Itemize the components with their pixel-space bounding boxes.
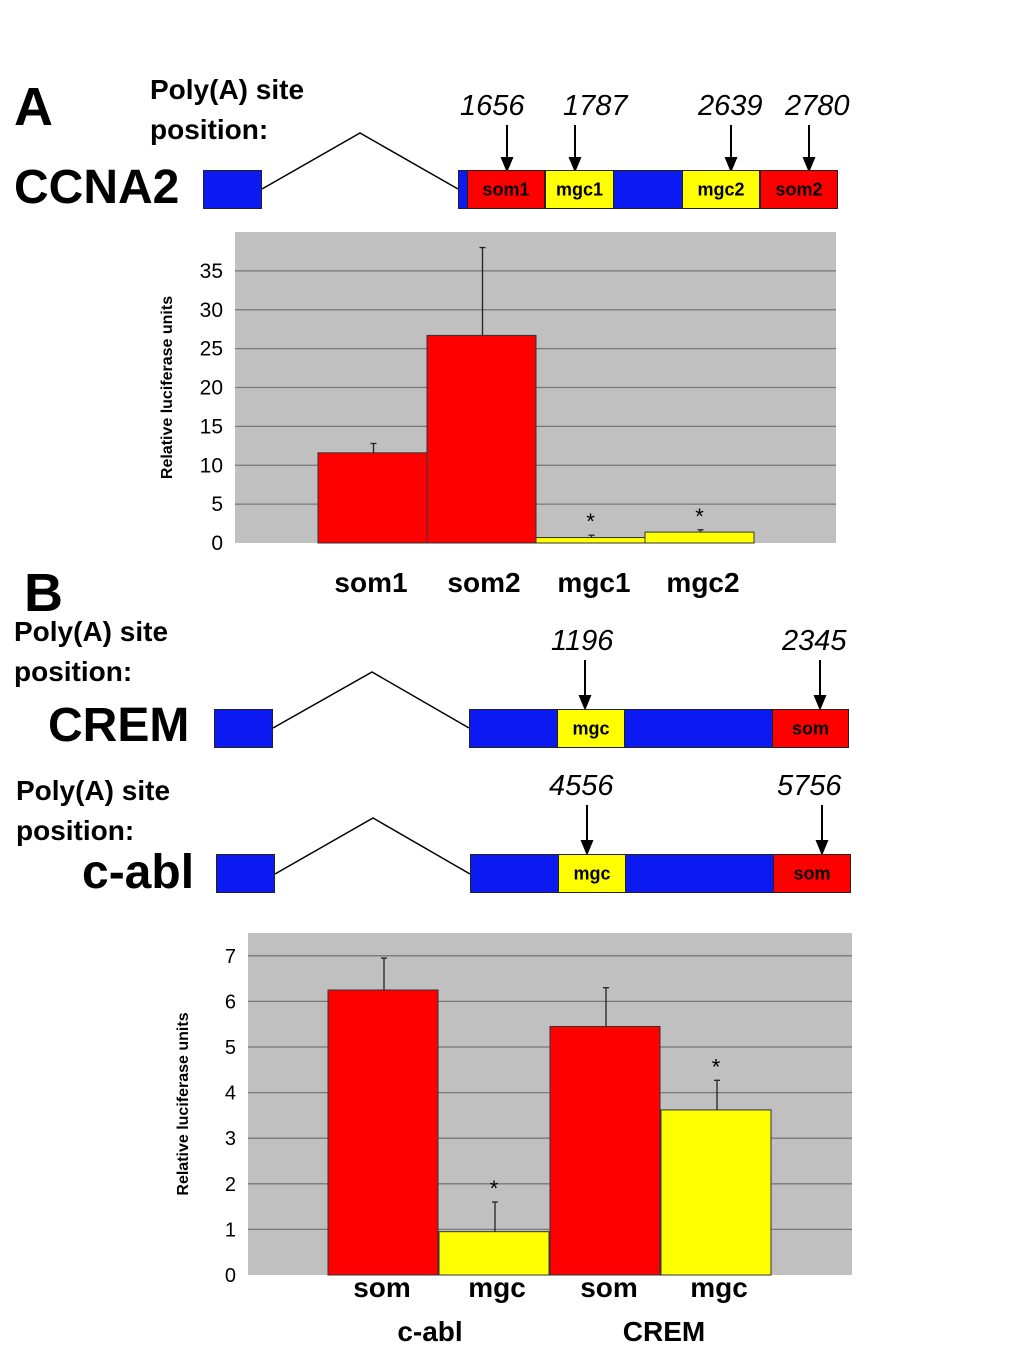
ccna2-pos-3: 2639	[698, 90, 763, 122]
cabl-som-segment: som	[773, 854, 851, 893]
chart-b-x-label-4: mgc	[690, 1272, 748, 1303]
chart-b-y-tick-label: 3	[225, 1128, 236, 1150]
chart-b-bar-4	[660, 1109, 772, 1276]
chart-a-y-axis-label: Relative luciferase units	[159, 296, 176, 479]
chart-a-y-tick-label: 25	[200, 338, 223, 361]
chart-a-significance-mark-3: *	[586, 509, 595, 534]
chart-b-y-tick-label: 7	[225, 946, 236, 968]
ccna2-exon-1	[203, 170, 262, 209]
chart-b-y-tick-label: 4	[225, 1083, 236, 1105]
chart-b-y-tick-label: 2	[225, 1174, 236, 1196]
ccna2-gene-label: CCNA2	[14, 161, 180, 214]
crem-som-segment: som	[772, 709, 849, 748]
chart-b-y-tick-label: 5	[225, 1037, 236, 1059]
crem-pos-2: 2345	[782, 625, 847, 657]
chart-b-y-axis-label: Relative luciferase units	[175, 1012, 192, 1195]
chart-b-significance-mark-2: *	[490, 1176, 499, 1201]
chart-a-x-label-1: som1	[334, 567, 408, 598]
ccna2-intron-arrows	[261, 125, 816, 190]
cabl-pos-1: 4556	[549, 770, 614, 802]
panel-b-letter: B	[24, 563, 63, 623]
ccna2-pos-2: 1787	[563, 90, 628, 122]
chart-b-group-label-2: CREM	[622, 1316, 706, 1347]
chart-a-x-label-3: mgc1	[557, 567, 631, 598]
chart-a-x-label-4: mgc2	[666, 567, 740, 598]
chart-b-x-label-2: mgc	[468, 1272, 526, 1303]
ccna2-mgc2-segment: mgc2	[682, 170, 760, 209]
chart-a-bar-4	[644, 531, 755, 544]
chart-a-y-tick-label: 20	[200, 377, 223, 400]
chart-b-bar-1	[327, 989, 439, 1276]
chart-b-y-tick-label: 6	[225, 991, 236, 1013]
chart-b-y-tick-label: 1	[225, 1219, 236, 1241]
cabl-intron-arrows	[274, 805, 829, 875]
chart-a-significance-mark-4: *	[695, 504, 704, 529]
crem-pos-1: 1196	[551, 625, 614, 657]
chart-a-y-tick-label: 15	[200, 415, 223, 438]
chart-b-x-label-1: som	[353, 1272, 411, 1303]
ccna2-som1-segment: som1	[467, 170, 545, 209]
chart-a-x-label-2: som2	[447, 567, 521, 598]
chart-a-y-tick-label: 5	[211, 493, 223, 516]
cabl-gene-label: c-abl	[82, 846, 195, 899]
ccna2-som2-segment: som2	[760, 170, 838, 209]
chart-a-bar-1	[317, 452, 428, 544]
chart-a-bar-2	[426, 334, 537, 544]
crem-mgc-segment: mgc	[557, 709, 625, 748]
crem-exon-1	[214, 709, 273, 748]
cabl-pos-2: 5756	[777, 770, 842, 802]
cabl-polya-label: Poly(A) site position:	[16, 775, 171, 846]
chart-b-y-tick-label: 0	[225, 1265, 236, 1285]
chart-b-bar-2	[438, 1231, 550, 1276]
ccna2-pos-1: 1656	[460, 90, 525, 122]
chart-a-y-tick-label: 0	[211, 532, 223, 555]
chart-b-bar-3	[549, 1025, 661, 1276]
chart-b-x-label-3: som	[580, 1272, 638, 1303]
crem-intron-arrows	[272, 660, 827, 729]
chart-b: 0 1 2 3 4 5 6 7 Relative luciferase units * *	[175, 933, 852, 1285]
ccna2-pos-4: 2780	[785, 90, 850, 122]
chart-b-group-label-1: c-abl	[397, 1316, 463, 1347]
panel-a-polya-label: Poly(A) site position:	[150, 74, 305, 145]
cabl-mgc-segment: mgc	[558, 854, 626, 893]
chart-a: 0 5 10 15 20 25 30 35 Relative luciferase units *…	[159, 232, 836, 555]
crem-polya-label: Poly(A) site position:	[14, 616, 169, 687]
cabl-exon-1	[216, 854, 275, 893]
chart-a-y-tick-label: 35	[200, 260, 223, 283]
chart-a-y-tick-label: 30	[200, 299, 223, 322]
chart-b-significance-mark-4: *	[712, 1054, 721, 1079]
crem-gene-label: CREM	[48, 699, 190, 752]
chart-a-bar-3	[535, 537, 646, 544]
panel-a-letter: A	[14, 77, 53, 137]
chart-a-y-tick-label: 10	[200, 454, 223, 477]
ccna2-mgc1-segment: mgc1	[545, 170, 614, 209]
